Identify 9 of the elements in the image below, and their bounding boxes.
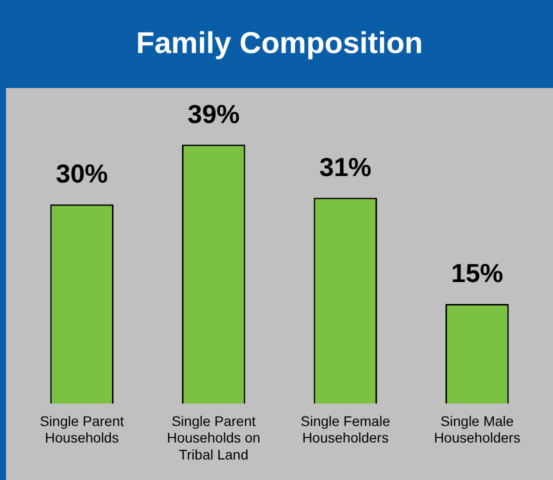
x-tick-label: Single Parent Households on Tribal Land bbox=[166, 412, 260, 462]
data-label: 39% bbox=[188, 98, 240, 129]
x-tick-label: Single Parent Households bbox=[40, 412, 124, 446]
data-label: 30% bbox=[56, 158, 108, 189]
data-label: 31% bbox=[319, 152, 372, 182]
x-tick-label: Single Female Householders bbox=[300, 412, 390, 446]
chart-title: Family Composition bbox=[135, 26, 424, 62]
data-label: 15% bbox=[451, 258, 504, 288]
x-tick-label: Single Male Householders bbox=[434, 412, 520, 446]
